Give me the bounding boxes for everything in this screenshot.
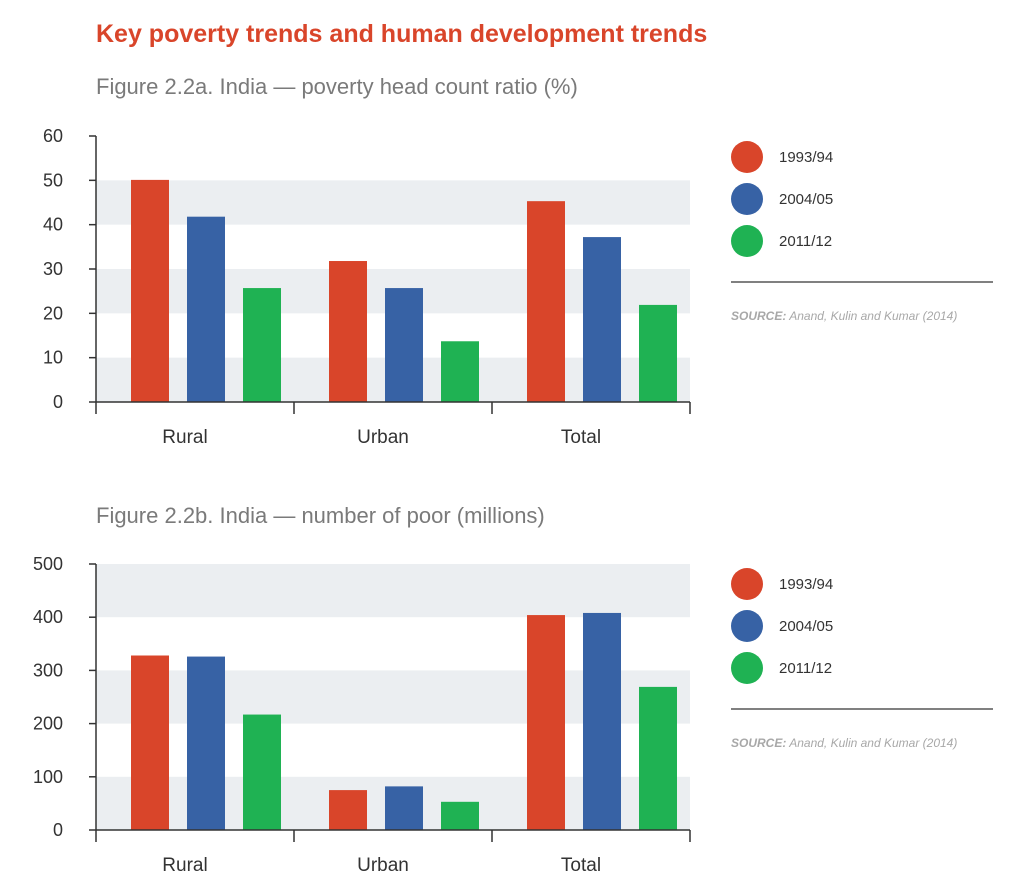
legend-swatch-2004 xyxy=(731,183,763,215)
x-category-label: Rural xyxy=(162,855,207,876)
legend-swatch-1993 xyxy=(731,568,763,600)
source-note: SOURCE: Anand, Kulin and Kumar (2014) xyxy=(731,309,993,323)
legend-swatch-2011 xyxy=(731,225,763,257)
y-tick-label: 500 xyxy=(33,554,63,574)
chart-b: 0 100 200 300 400 500 Rural Urban Total xyxy=(33,554,691,876)
page-heading: Key poverty trends and human development… xyxy=(96,20,708,48)
source-note: SOURCE: Anand, Kulin and Kumar (2014) xyxy=(731,736,993,750)
y-tick-label: 0 xyxy=(53,820,63,840)
chart-a: 0 10 20 30 40 50 60 Rural Urban Total xyxy=(43,126,691,448)
legend-label-2011: 2011/12 xyxy=(779,659,833,677)
y-tick-label: 10 xyxy=(43,348,63,368)
bar-1993-total xyxy=(527,615,565,830)
bar-2011-total xyxy=(639,686,677,830)
legend-divider xyxy=(731,281,993,283)
source-key: SOURCE: xyxy=(731,736,787,750)
x-category-label: Total xyxy=(561,427,601,448)
legend-swatch-1993 xyxy=(731,141,763,173)
y-tick-label: 300 xyxy=(33,660,63,680)
y-tick-label: 100 xyxy=(33,767,63,787)
bar-2011-urban xyxy=(441,341,479,402)
x-category-label: Total xyxy=(561,855,601,876)
legend-divider xyxy=(731,708,993,710)
legend-a: 1993/94 2004/05 2011/12 SOURCE: Anand, K… xyxy=(731,136,993,323)
bar-2004-urban xyxy=(385,288,423,402)
y-tick-label: 0 xyxy=(53,392,63,412)
source-text: Anand, Kulin and Kumar (2014) xyxy=(789,736,958,750)
y-tick-label: 30 xyxy=(43,259,63,279)
y-tick-label: 60 xyxy=(43,126,63,146)
bar-2004-urban xyxy=(385,786,423,830)
bar-2011-urban xyxy=(441,801,479,830)
y-tick-label: 400 xyxy=(33,607,63,627)
legend-item-1993: 1993/94 xyxy=(731,563,993,605)
bar-1993-urban xyxy=(329,790,367,830)
bar-2004-total xyxy=(583,237,621,402)
y-tick-label: 20 xyxy=(43,303,63,323)
y-tick-label: 50 xyxy=(43,170,63,190)
grid-band xyxy=(96,180,690,225)
bar-2011-rural xyxy=(243,288,281,402)
legend-label-1993: 1993/94 xyxy=(779,575,834,593)
x-category-label: Rural xyxy=(162,427,207,448)
legend-item-1993: 1993/94 xyxy=(731,136,993,178)
x-category-label: Urban xyxy=(357,855,409,876)
source-text: Anand, Kulin and Kumar (2014) xyxy=(789,309,958,323)
bar-1993-urban xyxy=(329,261,367,402)
legend-label-1993: 1993/94 xyxy=(779,148,834,166)
bar-2011-total xyxy=(639,304,677,402)
bar-2004-total xyxy=(583,612,621,830)
y-tick-label: 200 xyxy=(33,714,63,734)
figure-b-title: Figure 2.2b. India — number of poor (mil… xyxy=(96,503,545,528)
source-key: SOURCE: xyxy=(731,309,787,323)
figure-a-title: Figure 2.2a. India — poverty head count … xyxy=(96,74,578,99)
legend-b: 1993/94 2004/05 2011/12 SOURCE: Anand, K… xyxy=(731,563,993,750)
y-tick-label: 40 xyxy=(43,215,63,235)
bar-1993-rural xyxy=(131,655,169,830)
legend-item-2004: 2004/05 xyxy=(731,178,993,220)
legend-swatch-2004 xyxy=(731,610,763,642)
grid-band xyxy=(96,564,690,618)
bar-1993-total xyxy=(527,201,565,402)
bar-2004-rural xyxy=(187,216,225,402)
x-category-label: Urban xyxy=(357,427,409,448)
legend-item-2011: 2011/12 xyxy=(731,220,993,262)
legend-label-2004: 2004/05 xyxy=(779,190,834,208)
bar-1993-rural xyxy=(131,179,169,402)
legend-item-2004: 2004/05 xyxy=(731,605,993,647)
legend-label-2004: 2004/05 xyxy=(779,617,834,635)
bar-2004-rural xyxy=(187,656,225,830)
bar-2011-rural xyxy=(243,714,281,830)
legend-label-2011: 2011/12 xyxy=(779,232,833,250)
legend-swatch-2011 xyxy=(731,652,763,684)
legend-item-2011: 2011/12 xyxy=(731,647,993,689)
